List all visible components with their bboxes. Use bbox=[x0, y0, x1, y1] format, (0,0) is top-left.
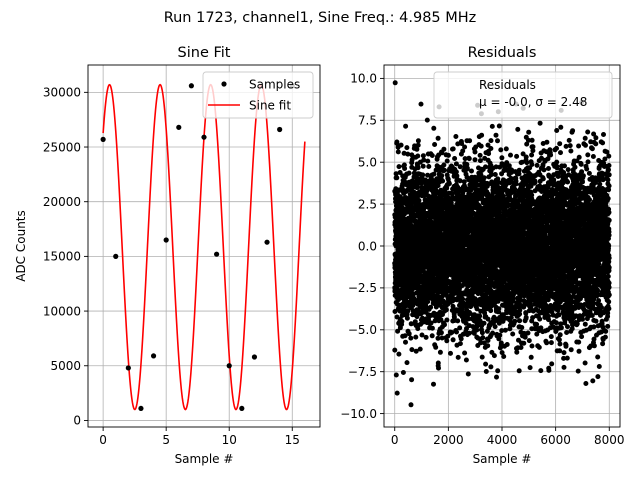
y-tick-label: 5.0 bbox=[358, 156, 377, 170]
figure-suptitle: Run 1723, channel1, Sine Freq.: 4.985 MH… bbox=[164, 10, 477, 26]
residuals-axes-frame bbox=[383, 64, 621, 428]
y-tick-label: 0 bbox=[73, 414, 81, 428]
residuals-xlabel: Sample # bbox=[473, 452, 532, 466]
sample-point bbox=[239, 405, 245, 412]
sample-point bbox=[226, 363, 232, 369]
x-tick-label: 15 bbox=[285, 433, 300, 447]
x-tick-label: 8000 bbox=[594, 433, 625, 447]
residuals-y-ticks: −10.0 −7.5 −5.0 −2.5 0.0 2.5 5.0 7.5 10.0 bbox=[340, 72, 384, 421]
sine-fit-y-ticks: 0 5000 10000 15000 20000 25000 30000 bbox=[43, 86, 88, 428]
sample-point bbox=[163, 237, 169, 243]
y-tick-label: −2.5 bbox=[348, 281, 377, 295]
residuals-x-ticks: 0 2000 4000 6000 8000 bbox=[391, 427, 625, 447]
sine-fit-x-ticks: 0 5 10 15 bbox=[99, 427, 300, 447]
x-tick-label: 6000 bbox=[540, 433, 571, 447]
y-tick-label: 25000 bbox=[43, 140, 81, 154]
legend-samples-label: Samples bbox=[249, 78, 300, 92]
y-tick-label: 10000 bbox=[43, 304, 81, 318]
y-tick-label: 15000 bbox=[43, 250, 81, 264]
y-tick-label: 7.5 bbox=[358, 114, 377, 128]
x-tick-label: 4000 bbox=[487, 433, 518, 447]
sine-fit-axes-frame bbox=[87, 64, 321, 428]
sine-fit-legend-box bbox=[202, 71, 314, 119]
y-tick-label: 20000 bbox=[43, 195, 81, 209]
sample-point bbox=[100, 136, 106, 142]
sample-point bbox=[176, 124, 182, 130]
sample-point bbox=[214, 251, 220, 257]
sample-point bbox=[251, 354, 258, 360]
residual-points bbox=[392, 80, 612, 408]
legend-samples-marker bbox=[221, 81, 227, 87]
residuals-legend-stats: μ = -0.0, σ = 2.48 bbox=[479, 95, 587, 109]
sample-point bbox=[138, 405, 144, 412]
y-tick-label: 2.5 bbox=[358, 197, 377, 211]
x-tick-label: 0 bbox=[99, 433, 107, 447]
sine-fit-legend: Samples Sine fit bbox=[202, 71, 314, 119]
y-tick-label: 5000 bbox=[50, 359, 81, 373]
residuals-legend-label: Residuals bbox=[479, 78, 536, 92]
sample-point bbox=[125, 365, 131, 371]
x-tick-label: 0 bbox=[391, 433, 399, 447]
residuals-legend-box bbox=[433, 71, 613, 119]
sample-point bbox=[201, 134, 207, 140]
sine-fit-ylabel: ADC Counts bbox=[14, 210, 28, 282]
sample-point bbox=[113, 253, 119, 259]
sine-fit-xlabel: Sample # bbox=[175, 452, 234, 466]
y-tick-label: 30000 bbox=[43, 86, 81, 100]
sample-point bbox=[188, 83, 194, 89]
residuals-legend: Residuals μ = -0.0, σ = 2.48 bbox=[433, 71, 613, 119]
sample-point bbox=[264, 239, 270, 245]
y-tick-label: 10.0 bbox=[350, 72, 377, 86]
sine-fit-panel: Sine Fit 050001000015000200002500030000 … bbox=[14, 45, 321, 466]
sine-fit-title: Sine Fit bbox=[178, 45, 231, 61]
x-tick-label: 2000 bbox=[433, 433, 464, 447]
x-tick-label: 10 bbox=[222, 433, 237, 447]
y-tick-label: −10.0 bbox=[340, 407, 377, 421]
sample-point bbox=[150, 353, 157, 359]
sample-point bbox=[277, 126, 283, 133]
legend-sine-fit-label: Sine fit bbox=[249, 99, 291, 113]
y-tick-label: −5.0 bbox=[348, 323, 377, 337]
residuals-title: Residuals bbox=[468, 45, 537, 61]
y-tick-label: 0.0 bbox=[358, 239, 377, 253]
y-tick-label: −7.5 bbox=[348, 365, 377, 379]
x-tick-label: 5 bbox=[162, 433, 170, 447]
residuals-panel: Residuals −10.0 −7.5 −5.0 −2.5 0.0 2.5 5.0 7.5 1… bbox=[340, 45, 624, 466]
